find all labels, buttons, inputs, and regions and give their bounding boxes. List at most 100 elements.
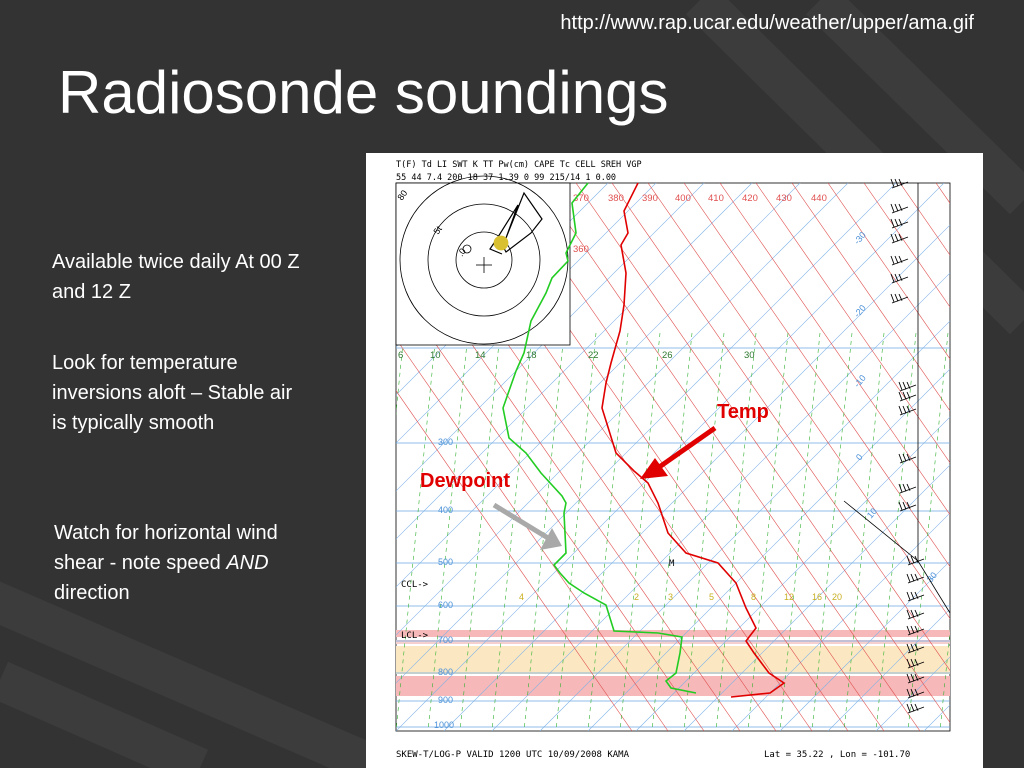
grid-line bbox=[843, 332, 885, 731]
grid-line bbox=[619, 332, 661, 731]
skew-t-svg: T(F) Td LI SWT K TT Pw(cm) CAPE Tc CELL … bbox=[395, 160, 951, 760]
wind-barb bbox=[898, 483, 917, 494]
lcl-marker: LCL-> bbox=[401, 631, 429, 641]
slide-title: Radiosonde soundings bbox=[58, 59, 669, 126]
wind-barb bbox=[906, 609, 925, 620]
source-url[interactable]: http://www.rap.ucar.edu/weather/upper/am… bbox=[560, 12, 974, 34]
pressure-label: 600 bbox=[438, 600, 453, 610]
mixing-ratio-label: 16 bbox=[812, 592, 822, 602]
isotherm-lines bbox=[396, 183, 950, 731]
grid-line bbox=[683, 183, 950, 568]
bullet-wind-shear: Watch for horizontal wind shear - note s… bbox=[54, 518, 324, 608]
m-marker: M bbox=[669, 559, 675, 569]
dewpoint-annotation: Dewpoint bbox=[420, 470, 510, 492]
plot-frame bbox=[395, 182, 951, 732]
grid-line bbox=[396, 183, 753, 540]
grid-line bbox=[863, 183, 950, 308]
grid-line bbox=[731, 512, 950, 731]
theta-label: 420 bbox=[742, 193, 758, 204]
dewpoint-arrow bbox=[492, 502, 562, 550]
grid-line bbox=[683, 332, 725, 731]
grid-line bbox=[396, 183, 897, 684]
grid-line bbox=[396, 183, 657, 444]
wind-barb bbox=[890, 255, 909, 266]
skew-t-diagram: T(F) Td LI SWT K TT Pw(cm) CAPE Tc CELL … bbox=[366, 153, 983, 768]
grid-line bbox=[396, 183, 705, 492]
grid-line bbox=[779, 560, 950, 731]
grid-line bbox=[715, 332, 757, 731]
wind-barb bbox=[890, 178, 909, 189]
grid-line bbox=[539, 183, 921, 731]
dewpoint-profile bbox=[502, 182, 697, 694]
wind-barb bbox=[898, 501, 917, 512]
temp-row-labels: 6 10 14 18 22 26 30 bbox=[398, 350, 755, 361]
mixing-ratio-label: 2 bbox=[634, 592, 639, 602]
theta-labels: 370 380 390 400 410 420 430 440 360 bbox=[573, 193, 827, 255]
wind-barb bbox=[906, 688, 925, 699]
bullet-twice-daily: Available twice daily At 00 Z and 12 Z bbox=[52, 251, 300, 303]
grid-line bbox=[396, 183, 849, 636]
mixing-ratio-labels: 4 2 3 5 8 12 16 20 bbox=[519, 592, 842, 602]
wind-barb bbox=[898, 405, 917, 416]
grid-line bbox=[427, 332, 469, 731]
hodo-label-80: 80 bbox=[395, 188, 409, 202]
bullet-wind-shear-tail: direction bbox=[54, 582, 130, 604]
pressure-label: 300 bbox=[438, 437, 453, 447]
grid-line bbox=[719, 183, 950, 516]
grid-line bbox=[651, 332, 693, 731]
grid-line bbox=[555, 332, 597, 731]
band-red-1 bbox=[396, 630, 950, 637]
grid-line bbox=[811, 332, 853, 731]
mixing-ratio-label: 12 bbox=[784, 592, 794, 602]
pressure-labels: 300 400 500 600 700 800 900 1000 bbox=[434, 437, 454, 730]
moist-adiabat-lines bbox=[396, 332, 950, 731]
theta-label: 400 bbox=[675, 193, 691, 204]
temp-arrow bbox=[640, 425, 717, 479]
grid-line bbox=[683, 464, 950, 731]
theta-label: 410 bbox=[708, 193, 724, 204]
mixing-ratio-label: 8 bbox=[751, 592, 756, 602]
mixing-ratio-label: 3 bbox=[668, 592, 673, 602]
wind-barb bbox=[890, 293, 909, 304]
mixing-ratio-label: 4 bbox=[519, 592, 524, 602]
grid-line bbox=[575, 183, 950, 723]
wind-barb bbox=[906, 591, 925, 602]
wind-barb bbox=[906, 673, 925, 684]
theta-label: 390 bbox=[642, 193, 658, 204]
temp-row-label: 18 bbox=[526, 350, 537, 361]
grid-line bbox=[396, 183, 945, 731]
grid-line bbox=[907, 332, 949, 731]
bullet-wind-shear-emphasis: AND bbox=[226, 552, 269, 574]
grid-line bbox=[635, 416, 950, 731]
theta-label-side: 360 bbox=[573, 244, 589, 255]
isotherm-label: 10 bbox=[865, 506, 879, 520]
pressure-label: 400 bbox=[438, 505, 453, 515]
wind-barb bbox=[898, 453, 917, 464]
wind-barb bbox=[906, 555, 925, 566]
pressure-label: 800 bbox=[438, 667, 453, 677]
grid-line bbox=[491, 332, 533, 731]
ccl-marker: CCL-> bbox=[401, 580, 429, 590]
grid-line bbox=[396, 332, 405, 416]
wind-barb bbox=[906, 573, 925, 584]
temp-row-label: 22 bbox=[588, 350, 599, 361]
wind-barb bbox=[906, 658, 925, 669]
wind-barb bbox=[906, 643, 925, 654]
temp-row-label: 10 bbox=[430, 350, 441, 361]
isotherm-label: 0 bbox=[854, 452, 865, 462]
band-red-2 bbox=[396, 640, 950, 644]
theta-label: 370 bbox=[573, 193, 589, 204]
temp-row-label: 30 bbox=[744, 350, 755, 361]
temp-annotation: Temp bbox=[717, 401, 769, 423]
wind-barbs bbox=[890, 178, 925, 714]
temperature-profile bbox=[601, 182, 786, 698]
pressure-label: 1000 bbox=[434, 720, 454, 730]
theta-label: 430 bbox=[776, 193, 792, 204]
temp-row-label: 26 bbox=[662, 350, 673, 361]
temp-row-label: 14 bbox=[475, 350, 486, 361]
grid-line bbox=[396, 390, 633, 731]
grid-line bbox=[755, 183, 950, 464]
grid-line bbox=[827, 608, 950, 731]
grid-line bbox=[396, 183, 801, 588]
pressure-label: 500 bbox=[438, 557, 453, 567]
